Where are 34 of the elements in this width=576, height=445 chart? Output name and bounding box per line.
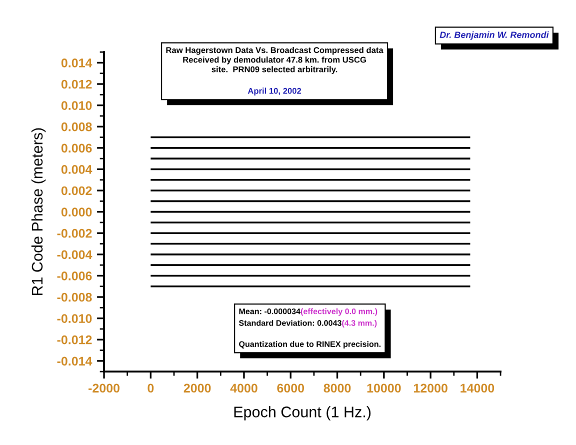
x-tick-label: 4000 (230, 384, 258, 393)
x-tick-label: 14000 (460, 384, 494, 393)
y-tick-label: -0.008 (57, 292, 92, 302)
y-tick-label: -0.014 (57, 356, 92, 366)
annotation: April 10, 2002 (248, 88, 302, 96)
y-tick-label: 0.012 (61, 80, 92, 89)
y-tick-label: -0.002 (57, 228, 92, 238)
y-tick-label: -0.004 (57, 250, 92, 260)
x-tick-label: -2000 (88, 384, 120, 393)
text: Dr. Benjamin W. Remondi (440, 31, 549, 40)
annotation: (4.3 mm.) (342, 320, 377, 328)
y-tick-label: 0.006 (61, 144, 92, 153)
y-tick-label: -0.006 (57, 272, 92, 280)
y-tick-label: 0.002 (61, 186, 92, 196)
annotation: Raw Hagerstown Data Vs. Broadcast Compressed data Received by demodulator 47.8 km. from USCG site. PRN09 selected arbitrarily. (166, 46, 384, 74)
x-tick-label: 12000 (414, 384, 448, 393)
y-tick-label: 0.008 (61, 122, 92, 132)
y-tick-label: 0.010 (61, 101, 92, 110)
y-tick-label: 0.014 (61, 58, 92, 68)
y-tick-label: -0.010 (57, 314, 92, 323)
x-tick-label: 8000 (324, 384, 351, 393)
x-tick-label: 2000 (184, 384, 211, 393)
annotation: Mean: -0.000034 (239, 308, 300, 314)
annotation: Quantization due to RINEX precision. (239, 341, 380, 349)
annotation: (effectively 0.0 mm.) (300, 308, 378, 316)
annotation: Standard Deviation: 0.0043 (238, 320, 342, 326)
y-tick-label: 0.000 (61, 208, 92, 216)
x-axis-title: Epoch Count (1 Hz.) (234, 406, 371, 420)
y-axis-title: R1 Code Phase (meters) (31, 128, 46, 296)
x-tick-label: 6000 (277, 384, 304, 393)
y-tick-label: -0.012 (57, 335, 92, 344)
x-tick-label: 10000 (367, 384, 401, 393)
y-tick-label: 0.004 (61, 165, 92, 174)
x-tick-label: 0 (148, 384, 154, 393)
